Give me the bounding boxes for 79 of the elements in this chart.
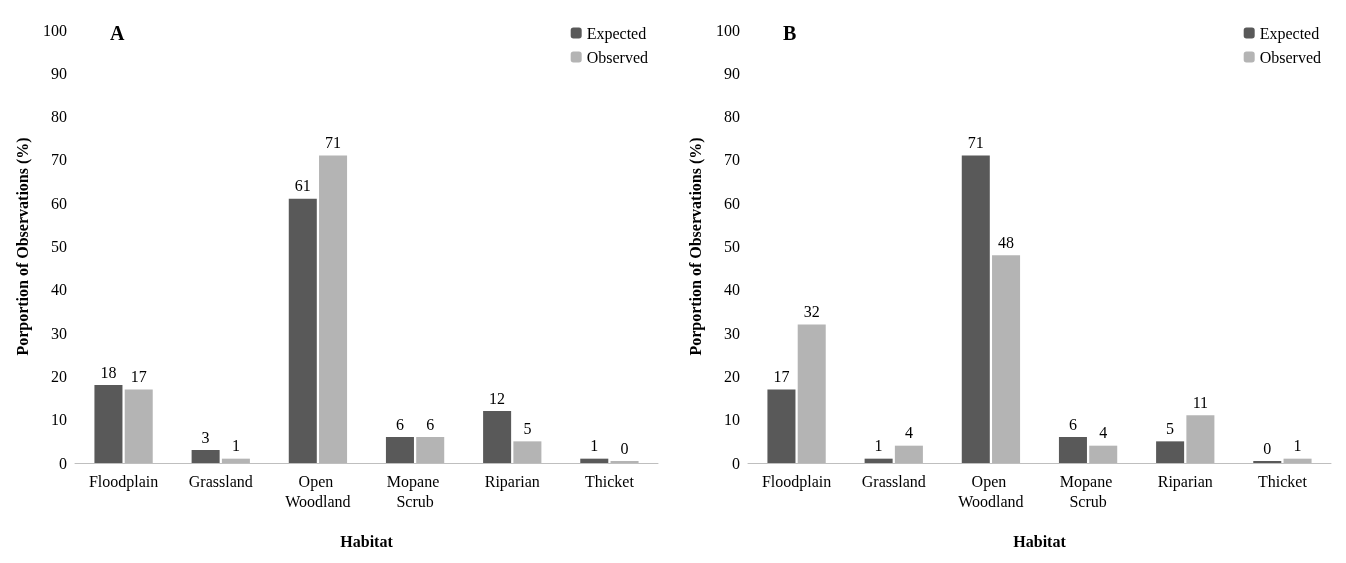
data-label: 3 — [201, 428, 210, 446]
y-tick-label: 100 — [43, 21, 67, 39]
y-tick-label: 40 — [51, 281, 67, 299]
x-axis-title: Habitat — [1013, 532, 1067, 550]
data-label: 61 — [294, 177, 311, 195]
y-axis-title: Porportion of Observations (%) — [13, 137, 32, 356]
x-tick-label: Grassland — [188, 472, 253, 490]
bar — [483, 411, 512, 463]
data-label: 0 — [1263, 439, 1272, 457]
data-label: 6 — [395, 415, 404, 433]
bar — [1156, 441, 1185, 463]
y-tick-label: 30 — [51, 324, 67, 342]
x-tick-label: Mopane Scrub — [1059, 472, 1117, 510]
y-tick-label: 80 — [51, 108, 67, 126]
bar — [580, 458, 609, 463]
y-tick-label: 60 — [51, 194, 67, 212]
y-tick-label: 40 — [724, 281, 740, 299]
data-label: 71 — [325, 134, 342, 152]
legend-label: Expected — [1259, 24, 1320, 43]
bar — [385, 437, 414, 463]
data-label: 4 — [1099, 424, 1108, 442]
x-tick-label: Riparian — [1157, 472, 1213, 491]
y-tick-label: 0 — [732, 454, 740, 472]
x-tick-label: Floodplain — [88, 472, 159, 491]
data-label: 17 — [130, 367, 147, 385]
bar — [288, 198, 317, 463]
bar — [191, 450, 220, 463]
x-tick-label: Thicket — [584, 472, 635, 490]
y-tick-label: 20 — [51, 367, 67, 385]
data-label: 71 — [967, 134, 984, 152]
y-tick-label: 90 — [724, 64, 740, 82]
y-tick-label: 70 — [51, 151, 67, 169]
data-label: 17 — [773, 367, 790, 385]
bar — [961, 155, 990, 463]
x-tick-label: Floodplain — [761, 472, 832, 491]
chart-title: A — [110, 22, 125, 44]
data-label: 1 — [590, 437, 599, 455]
y-tick-label: 20 — [724, 367, 740, 385]
data-label: 5 — [523, 419, 532, 437]
legend-label: Observed — [1259, 48, 1321, 66]
y-tick-label: 0 — [59, 454, 67, 472]
x-tick-label: Thicket — [1257, 472, 1308, 490]
data-label: 48 — [998, 233, 1015, 251]
data-label: 1 — [231, 437, 240, 455]
x-tick-label: Mopane Scrub — [386, 472, 444, 510]
data-label: 6 — [426, 415, 435, 433]
y-tick-label: 60 — [724, 194, 740, 212]
x-tick-label: Open Woodland — [285, 472, 351, 510]
y-tick-label: 70 — [724, 151, 740, 169]
y-tick-label: 10 — [51, 411, 67, 429]
data-label: 5 — [1166, 419, 1175, 437]
data-label: 6 — [1068, 415, 1077, 433]
data-label: 0 — [620, 439, 629, 457]
chart-title: B — [783, 22, 797, 44]
x-tick-label: Grassland — [861, 472, 926, 490]
x-tick-label: Riparian — [484, 472, 540, 491]
x-axis-title: Habitat — [340, 532, 394, 550]
data-label: 1 — [874, 437, 883, 455]
bar — [767, 389, 796, 463]
y-tick-label: 50 — [724, 238, 740, 255]
legend-label: Expected — [586, 24, 647, 43]
y-tick-label: 80 — [724, 108, 740, 126]
y-tick-label: 50 — [51, 238, 67, 255]
y-tick-label: 90 — [51, 64, 67, 82]
data-label: 11 — [1192, 393, 1209, 411]
y-tick-label: 100 — [716, 21, 740, 39]
bar — [1058, 437, 1087, 463]
data-label: 12 — [489, 389, 506, 407]
data-label: 1 — [1293, 437, 1302, 455]
x-tick-label: Open Woodland — [958, 472, 1024, 510]
bar — [864, 458, 893, 463]
y-tick-label: 10 — [724, 411, 740, 429]
data-label: 18 — [100, 363, 117, 381]
y-tick-label: 30 — [724, 324, 740, 342]
data-label: 4 — [904, 424, 913, 442]
data-label: 32 — [803, 302, 820, 320]
legend-label: Observed — [586, 48, 648, 66]
bar — [94, 385, 123, 463]
y-axis-title: Porportion of Observations (%) — [686, 137, 705, 356]
